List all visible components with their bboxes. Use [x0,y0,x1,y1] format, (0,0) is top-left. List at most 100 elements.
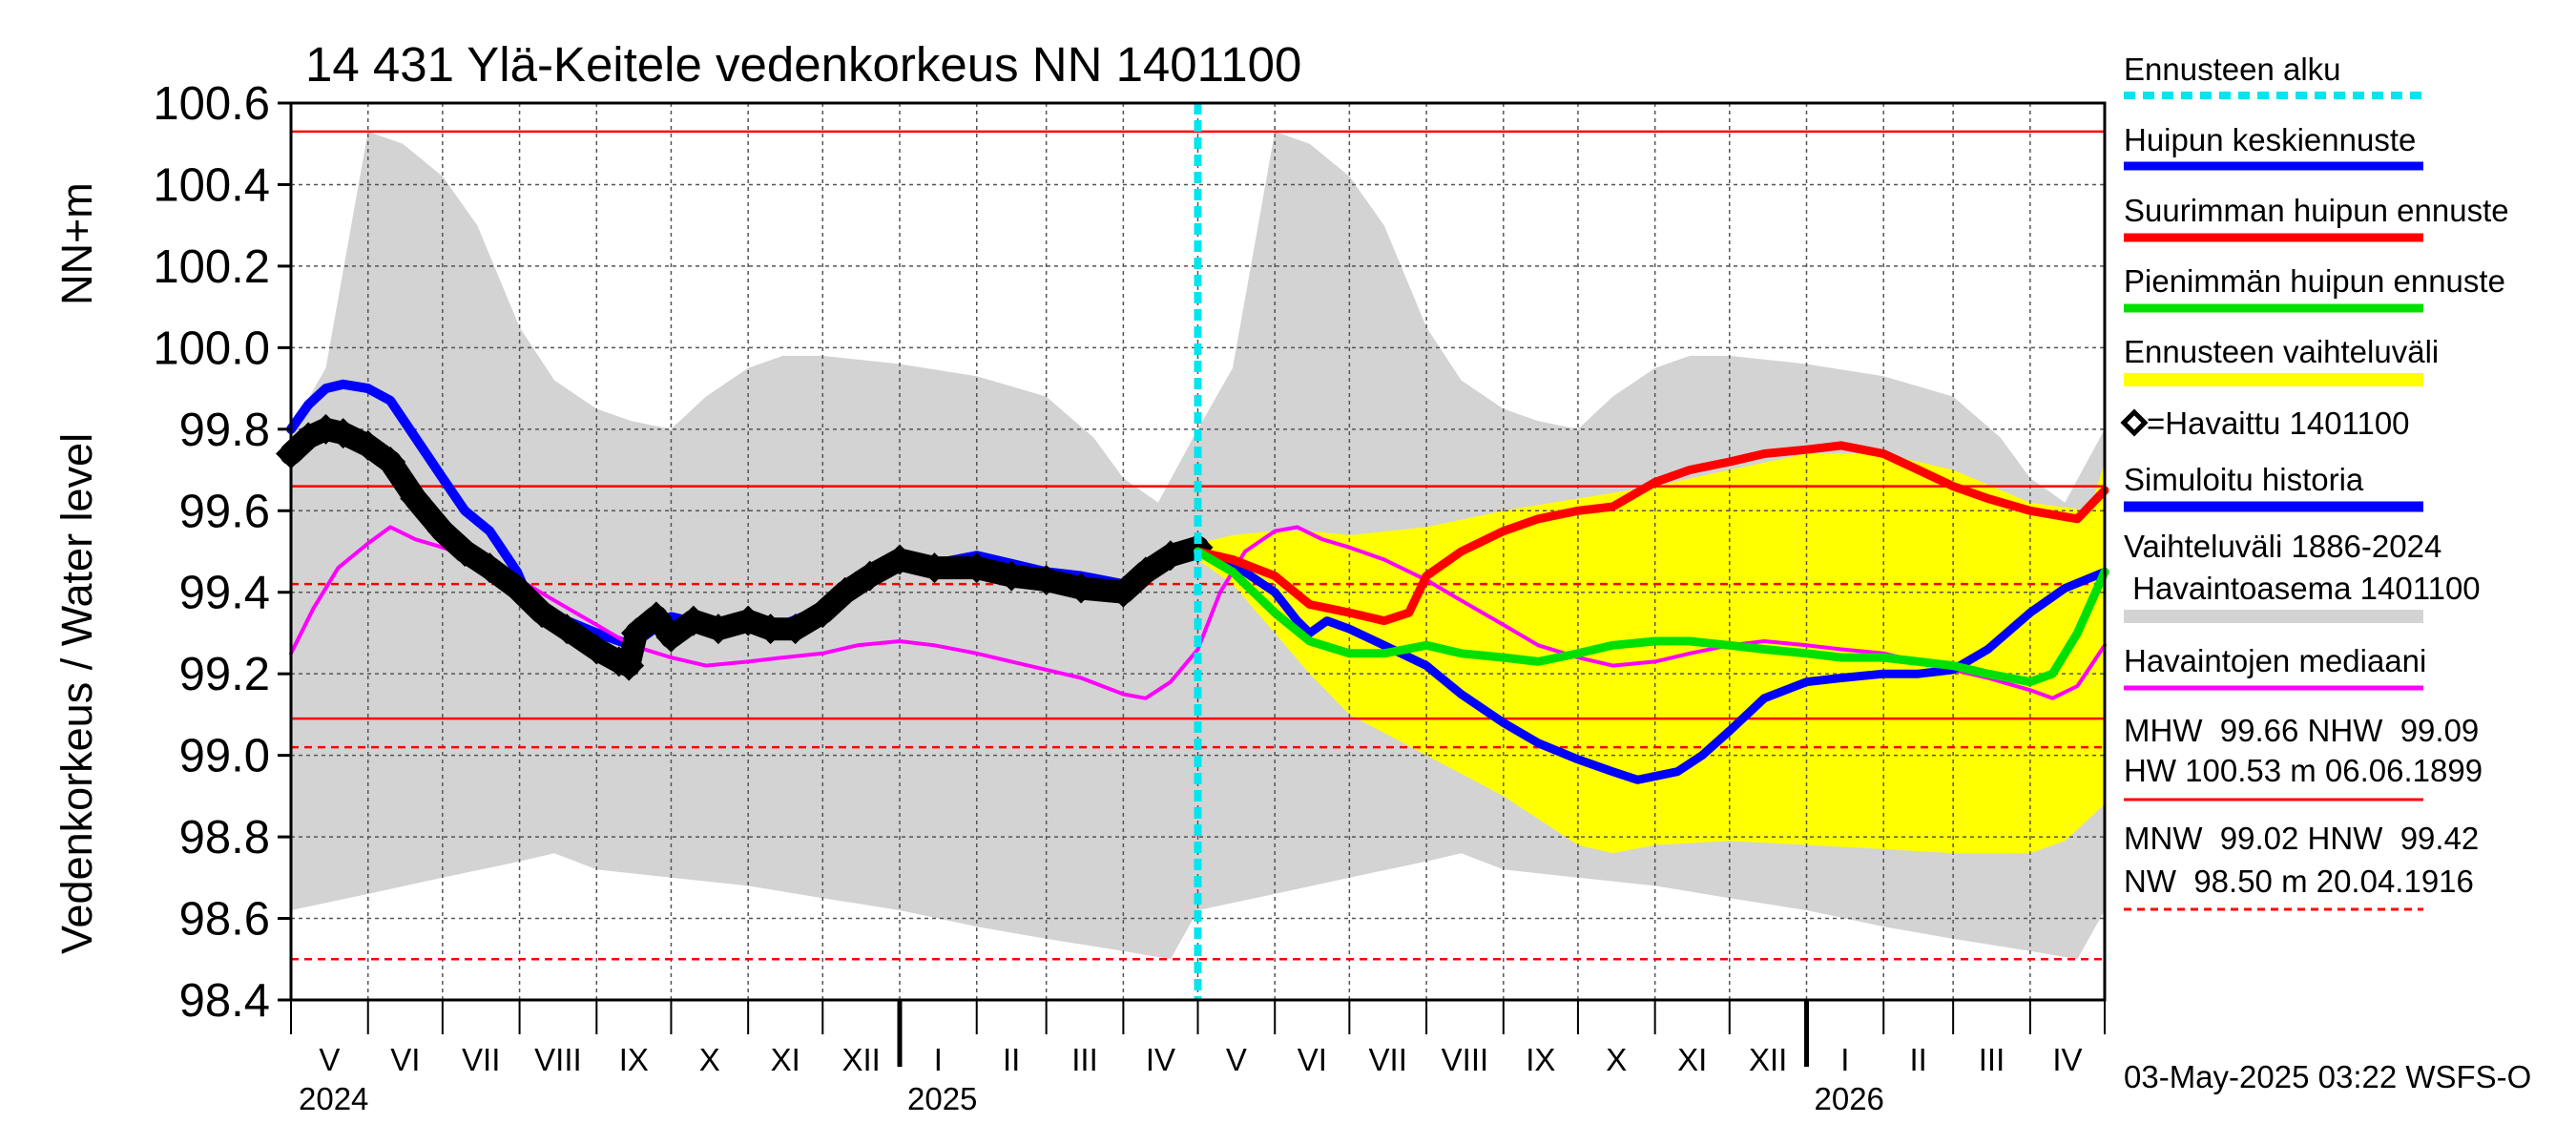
observed-point [996,560,1028,592]
y-axis-label: Vedenkorkeus / Water level [52,433,101,954]
legend: Ennusteen alku Huipun keskiennuste Suuri… [2120,52,2509,911]
legend-stats-3: MNW 99.02 HNW 99.42 [2124,821,2479,856]
y-tick-label: 98.4 [179,975,270,1027]
month-label: IX [619,1042,649,1077]
chart-title: 14 431 Ylä-Keitele vedenkorkeus NN 14011… [305,37,1301,92]
month-label: V [319,1042,340,1077]
observed-point [1108,576,1139,608]
y-tick-label: 99.2 [179,649,270,700]
observed-point [327,418,359,449]
month-label: VIII [534,1042,582,1077]
observed-point [581,634,613,665]
month-label: XI [771,1042,800,1077]
y-tick-label: 99.6 [179,486,270,537]
series-line-median [289,525,2107,700]
legend-stats-2: HW 100.53 m 06.06.1899 [2124,753,2483,788]
observed-point [551,614,583,645]
footer-timestamp: 03-May-2025 03:22 WSFS-O [2124,1059,2531,1094]
series-line-forecast_min [1194,547,2109,687]
legend-hist-range-1: Vaihteluväli 1886-2024 [2124,529,2441,564]
y-tick-label: 99.4 [179,568,270,619]
year-label: 2025 [907,1081,977,1116]
month-label: I [934,1042,943,1077]
observed-point [961,552,992,584]
series-line-forecast_max [1194,441,2109,626]
observed-point [426,515,458,547]
observed-point [352,429,384,461]
observed-point [755,614,786,645]
month-label: VI [390,1042,420,1077]
forecast-range-band [1197,453,2105,854]
observed-point [1030,564,1062,595]
month-label: IV [1146,1042,1175,1077]
legend-stats-1: MHW 99.66 NHW 99.09 [2124,713,2479,748]
legend-range-forecast: Ennusteen vaihteluväli [2124,334,2439,369]
legend-stats-4: NW 98.50 m 20.04.1916 [2124,864,2474,899]
reference-lines [291,130,2105,961]
month-label: XII [841,1042,880,1077]
observed-diamond-icon [2120,408,2149,437]
y-tick-label: 99.0 [179,731,270,782]
series [276,103,2109,1000]
observed-point [829,576,861,608]
observed-point [655,621,687,653]
observed-point [677,605,709,636]
year-label: 2024 [299,1081,368,1116]
month-label: I [1840,1042,1849,1077]
month-label: XII [1749,1042,1787,1077]
observed-point [640,601,672,633]
legend-forecast-start: Ennusteen alku [2124,52,2341,87]
observed-point [449,536,481,567]
legend-mean-forecast: Huipun keskiennuste [2124,122,2416,157]
legend-max-forecast: Suurimman huipun ennuste [2124,193,2509,228]
grid [291,103,2105,1000]
month-label: II [1003,1042,1020,1077]
observed-point [1066,572,1097,604]
observed-point [400,483,431,514]
observed-point [1130,556,1161,588]
legend-median: Havaintojen mediaani [2124,643,2426,678]
y-tick-label: 100.2 [153,241,270,293]
legend-min-forecast: Pienimmän huipun ennuste [2124,263,2505,299]
observed-point [884,544,916,575]
month-label: II [1910,1042,1927,1077]
observed-point [854,560,885,592]
legend-simulated: Simuloitu historia [2124,462,2364,497]
series-line-forecast_mean [1194,547,2109,784]
observed-point [1154,540,1186,572]
y-tick-label: 98.8 [179,812,270,864]
month-label: IV [2052,1042,2082,1077]
month-label: VII [1369,1042,1407,1077]
y-axis-unit: NN+m [52,182,101,305]
month-label: V [1226,1042,1247,1077]
observed-point [620,617,652,649]
observed-point [779,614,811,645]
legend-observed: =Havaittu 1401100 [2147,406,2410,441]
month-label: III [1071,1042,1098,1077]
month-label: X [1606,1042,1627,1077]
y-tick-label: 100.6 [153,78,270,130]
month-label: XI [1677,1042,1707,1077]
year-label: 2026 [1815,1081,1884,1116]
month-label: VIII [1442,1042,1489,1077]
observed-point [474,552,506,584]
month-label: X [699,1042,720,1077]
observed-point [613,650,645,681]
month-label: III [1979,1042,2005,1077]
y-tick-label: 99.8 [179,405,270,456]
observed-point [527,597,558,629]
x-axis: V VI VII VIII IX X XI XII I II III IV V VI VII VIII IX X X… [290,1000,2106,1116]
legend-hist-range-2: Havaintoasema 1401100 [2124,571,2481,606]
y-tick-label: 100.0 [153,323,270,374]
y-tick-label: 100.4 [153,159,270,211]
observed-point [501,572,532,604]
month-label: VI [1298,1042,1327,1077]
y-tick-label: 98.6 [179,894,270,946]
observed-point [702,614,734,645]
observed-point [807,597,839,629]
observed-point [375,447,406,477]
month-label: IX [1526,1042,1555,1077]
month-label: VII [462,1042,500,1077]
y-axis-ticks: 98.4 98.6 98.8 99.0 99.2 99.4 99.6 99.8 100.0 100… [153,78,291,1027]
